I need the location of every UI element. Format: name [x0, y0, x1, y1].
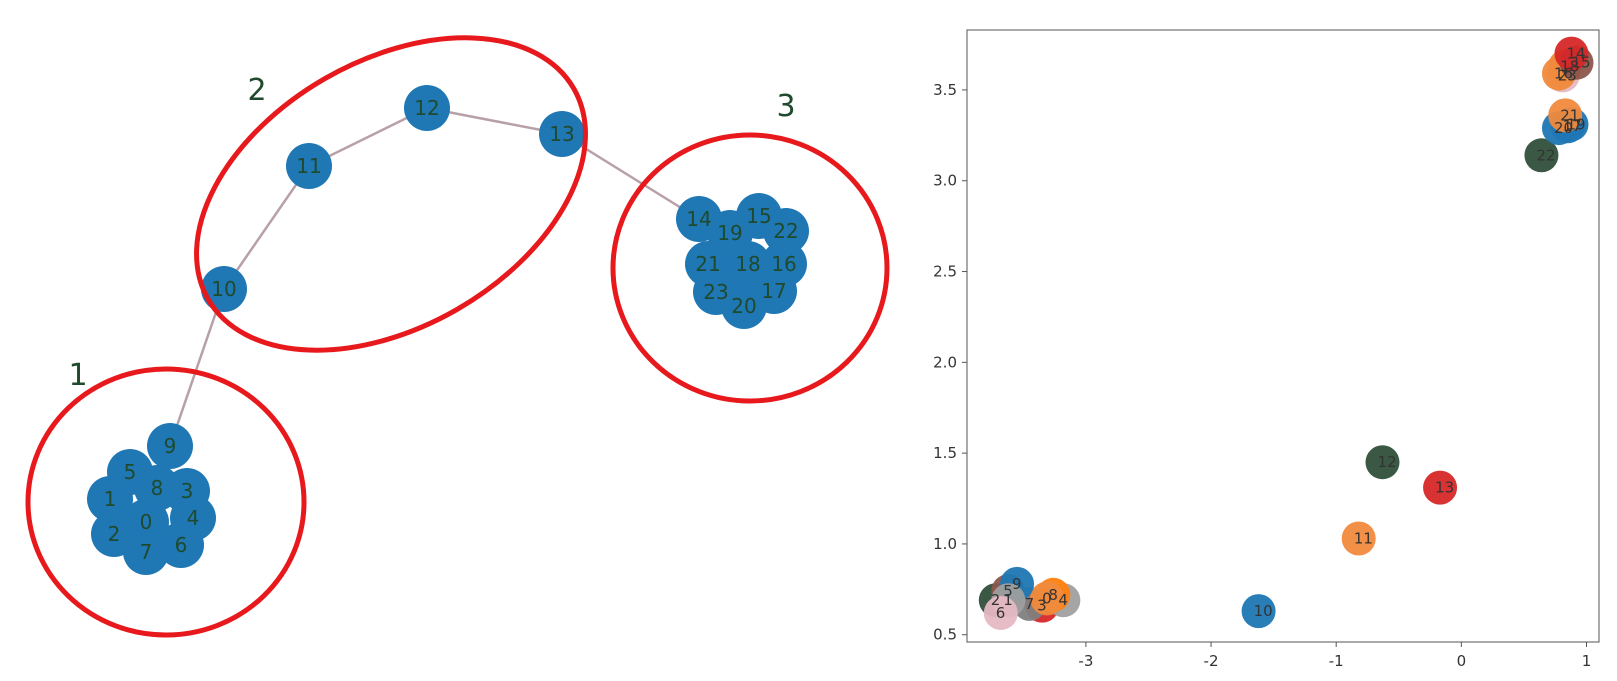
scatter-point-label: 22: [1536, 146, 1555, 164]
graph-node-23: [693, 269, 739, 315]
scatter-point-label: 6: [996, 604, 1006, 622]
scatter-point-21: [1548, 98, 1583, 133]
graph-node-label: 8: [151, 476, 164, 500]
axis-ticks: -3 -2 -1 0 1 0.5 1.0 1.5 2.0 2.5 3.0 3.5: [933, 81, 1591, 670]
graph-node-label: 2: [108, 522, 121, 546]
y-tick-label: 2.0: [933, 353, 957, 371]
y-tick-label: 3.5: [933, 81, 957, 99]
graph-node-label: 13: [549, 122, 574, 146]
graph-node-11: [286, 143, 332, 189]
scatter-point-label: 20: [1554, 119, 1573, 137]
y-tick-label: 3.0: [933, 172, 957, 190]
scatter-point-13: [1423, 470, 1458, 505]
graph-node-10: [201, 266, 247, 312]
y-tick-label: 0.5: [933, 626, 957, 644]
graph-node-label: 0: [140, 510, 153, 534]
graph-node-label: 7: [140, 540, 153, 564]
graph-node-label: 3: [181, 479, 194, 503]
group-label-1: 1: [68, 358, 87, 393]
group-circle-3: [610, 132, 890, 404]
graph-node-7: [123, 529, 169, 575]
graph-node-label: 22: [773, 219, 798, 243]
graph-node-label: 12: [414, 96, 439, 120]
graph-node-label: 18: [735, 252, 760, 276]
scatter-point-label: 12: [1377, 453, 1396, 471]
scatter-point-label: 2: [991, 591, 1001, 609]
graph-node-label: 19: [717, 221, 742, 245]
graph-node-label: 15: [746, 204, 771, 228]
graph-node-12: [404, 85, 450, 131]
x-tick-label: 0: [1457, 652, 1467, 670]
scatter-point-label: 7: [1025, 595, 1035, 613]
y-tick-label: 2.5: [933, 263, 957, 281]
graph-node-label: 20: [731, 294, 756, 318]
scatter-point-label: 21: [1560, 106, 1579, 124]
scatter-point-label: 15: [1571, 54, 1590, 72]
y-tick-label: 1.5: [933, 444, 957, 462]
group-circle-2: [194, 35, 588, 353]
scatter-point-label: 19: [1566, 115, 1585, 133]
scatter-point-6: [983, 595, 1018, 630]
graph-node-label: 4: [187, 506, 200, 530]
graph-node-label: 21: [695, 252, 720, 276]
scatter-point-label: 0: [1042, 589, 1052, 607]
graph-node-label: 16: [771, 252, 796, 276]
x-tick-label: -1: [1329, 652, 1344, 670]
scatter-point-10: [1241, 594, 1276, 629]
x-tick-label: 1: [1582, 652, 1592, 670]
graph-node-22: [763, 208, 809, 254]
graph-edge: [222, 165, 311, 290]
x-tick-label: -2: [1204, 652, 1219, 670]
scatter-point-label: 5: [1003, 582, 1013, 600]
graph-node-label: 17: [761, 279, 786, 303]
scatter-point-0: [1030, 581, 1065, 616]
graph-node-label: 10: [211, 277, 236, 301]
graph-node-label: 1: [104, 487, 117, 511]
graph-node-label: 11: [296, 154, 321, 178]
y-tick-label: 1.0: [933, 535, 957, 553]
scatter-point-12: [1365, 445, 1400, 480]
graph-node-13: [539, 111, 585, 157]
graph-node-label: 6: [175, 533, 188, 557]
scatter-point-label: 13: [1435, 479, 1454, 497]
scatter-point-label: 10: [1254, 602, 1273, 620]
scatter-point-label: 23: [1558, 66, 1577, 84]
group-label-2: 2: [247, 73, 266, 108]
scatter-point-label: 8: [1048, 586, 1058, 604]
group-label-3: 3: [776, 89, 795, 124]
x-tick-label: -3: [1078, 652, 1093, 670]
group-circles: [25, 35, 890, 638]
scatter-point-label: 18: [1560, 57, 1579, 75]
scatter-point-label: 9: [1012, 575, 1022, 593]
scatter-point-label: 1: [1003, 591, 1013, 609]
scatter-point-label: 11: [1354, 529, 1373, 547]
graph-node-label: 9: [164, 434, 177, 458]
graph-node-9: [147, 423, 193, 469]
scatter-point-22: [1524, 138, 1559, 173]
graph-edge: [168, 288, 226, 447]
scatter-point-label: 14: [1566, 45, 1585, 63]
graph-node-label: 23: [703, 280, 728, 304]
group-circle-1: [25, 366, 307, 638]
scatter-point-11: [1341, 521, 1376, 556]
graph-node-label: 14: [686, 207, 711, 231]
graph-node-8: [134, 465, 180, 511]
scatter-point-label: 4: [1058, 591, 1068, 609]
scatter-point-label: 17: [1563, 117, 1582, 135]
graph-node-6: [158, 522, 204, 568]
scatter-point-14: [1554, 36, 1589, 71]
plot-frame: [966, 29, 1600, 643]
scatter-point-label: 3: [1037, 597, 1047, 615]
scatter-point-label: 16: [1554, 65, 1573, 83]
graph-node-label: 5: [124, 460, 137, 484]
